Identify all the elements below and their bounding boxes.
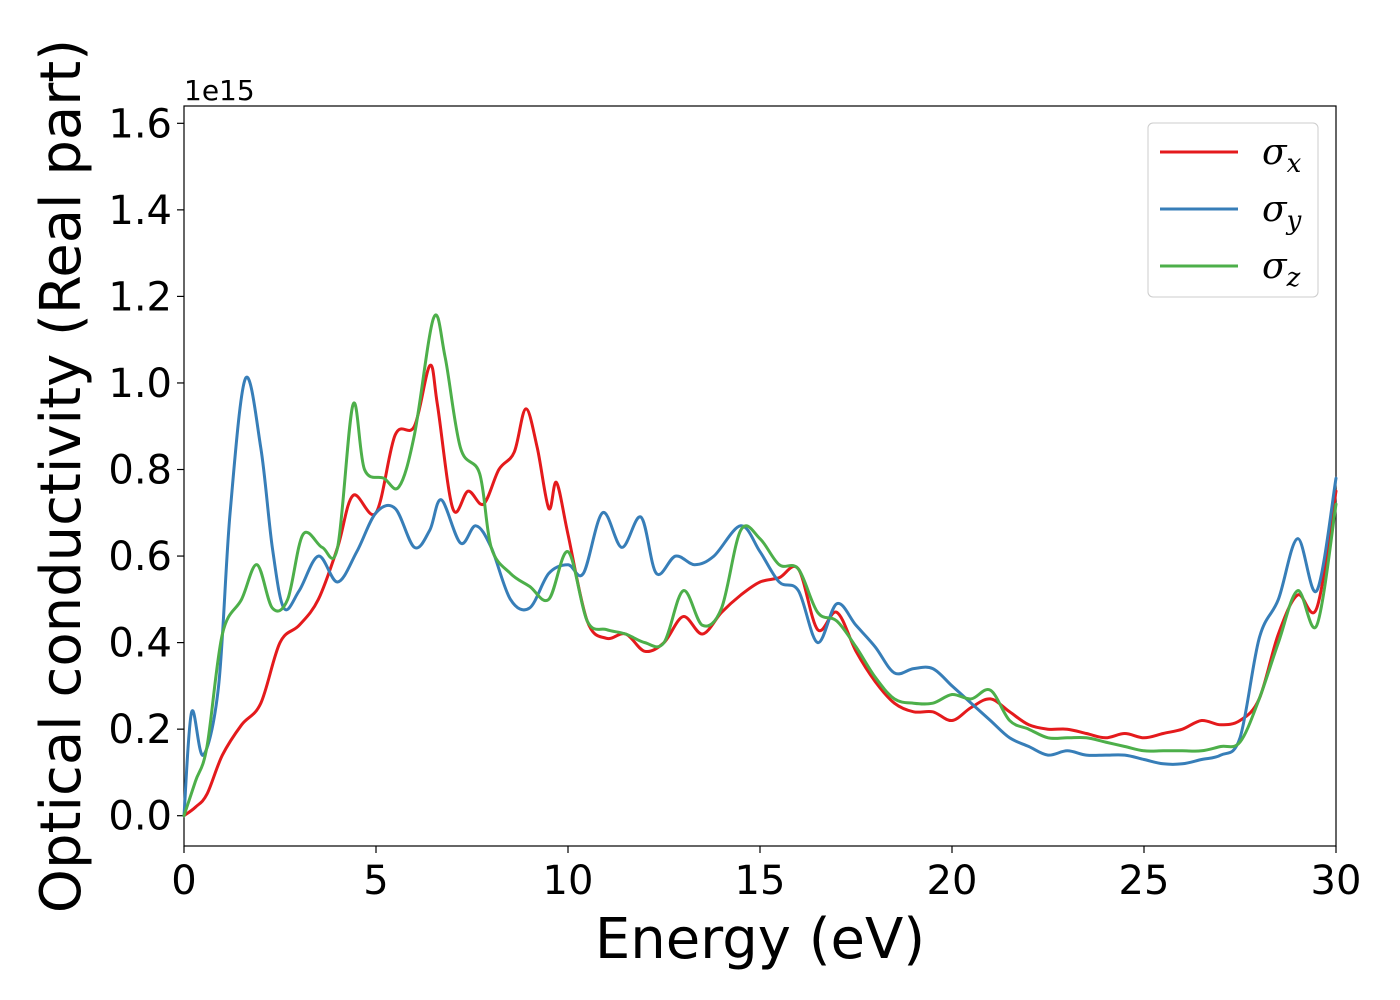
legend-label-z: σz (1262, 246, 1301, 293)
x-tick-label: 30 (1311, 858, 1362, 904)
x-tick-label: 5 (363, 858, 388, 904)
legend-label-y: σy (1262, 189, 1302, 236)
series-line-y (182, 375, 1338, 818)
series-lines (182, 313, 1338, 818)
y-tick-label: 0.2 (108, 707, 172, 753)
x-tick-label: 25 (1119, 858, 1170, 904)
legend: σx σy σz (1147, 122, 1319, 298)
y-tick-label: 0.6 (108, 534, 172, 580)
x-tick-label: 0 (171, 858, 196, 904)
x-axis-ticks: 0 5 10 15 20 25 30 (171, 846, 1361, 904)
x-tick-label: 10 (543, 858, 594, 904)
y-tick-label: 0.8 (108, 448, 172, 494)
series-line-x (182, 363, 1338, 818)
y-offset-label: 1e15 (184, 74, 255, 107)
y-tick-label: 1.4 (108, 188, 172, 234)
x-axis-title: Energy (eV) (595, 907, 925, 972)
y-axis-ticks: 0.0 0.2 0.4 0.6 0.8 1.0 1.2 1.4 1.6 (108, 101, 184, 840)
y-tick-label: 1.6 (108, 101, 172, 147)
y-axis-title: Optical conductivity (Real part) (29, 39, 94, 913)
y-tick-label: 1.0 (108, 361, 172, 407)
legend-label-x: σx (1262, 132, 1302, 179)
x-tick-label: 15 (735, 858, 786, 904)
y-tick-label: 1.2 (108, 274, 172, 320)
x-tick-label: 20 (927, 858, 978, 904)
y-tick-label: 0.0 (108, 794, 172, 840)
series-line-z (182, 313, 1338, 818)
y-tick-label: 0.4 (108, 621, 172, 667)
